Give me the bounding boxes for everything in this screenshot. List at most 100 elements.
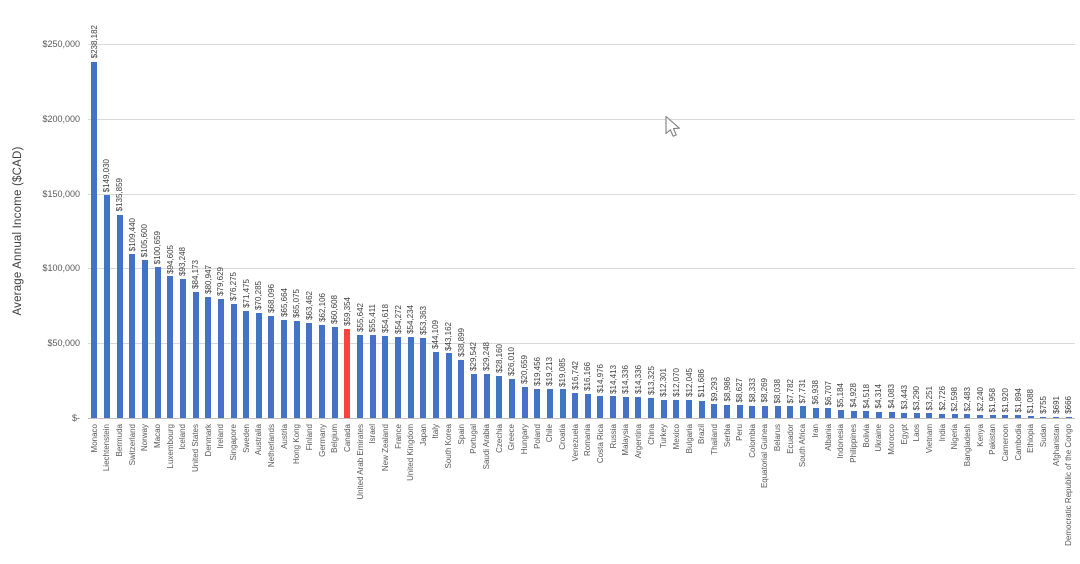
bar[interactable] — [787, 406, 794, 418]
bar[interactable] — [141, 260, 148, 418]
bar[interactable] — [736, 405, 743, 418]
bar[interactable] — [306, 323, 313, 418]
bar[interactable] — [420, 338, 427, 418]
bar[interactable] — [458, 359, 465, 418]
y-axis-tick-label: $100,000 — [42, 263, 80, 274]
bar-value-label: $59,354 — [342, 297, 352, 327]
bar[interactable] — [445, 353, 452, 418]
bar-value-label: $65,664 — [279, 287, 289, 317]
bar[interactable] — [91, 61, 98, 418]
bar[interactable] — [1040, 416, 1047, 418]
bar[interactable] — [230, 303, 237, 418]
bar[interactable] — [939, 413, 946, 418]
bar-value-label: $109,440 — [127, 217, 137, 252]
bar[interactable] — [660, 399, 667, 418]
plot-area: $238,182 $149,030 $135,859 $109,440 $105,600… — [88, 25, 1075, 546]
bar-value-label: $5,184 — [836, 382, 846, 408]
bar[interactable] — [103, 195, 110, 418]
bar[interactable] — [913, 413, 920, 418]
bar[interactable] — [154, 267, 161, 418]
x-axis-label: Mexico — [671, 424, 681, 450]
x-axis-label: Afghanistan — [1051, 424, 1061, 467]
bar[interactable] — [1065, 417, 1072, 418]
bar[interactable] — [407, 336, 414, 418]
bar-value-label: $60,608 — [330, 295, 340, 325]
bar-highlighted[interactable] — [344, 329, 351, 418]
x-axis-label: Iran — [811, 424, 821, 438]
bar[interactable] — [977, 414, 984, 418]
bar[interactable] — [319, 325, 326, 418]
bar[interactable] — [875, 411, 882, 418]
bar[interactable] — [534, 388, 541, 418]
bar-value-label: $55,411 — [368, 303, 378, 333]
bar[interactable] — [711, 404, 718, 418]
bar[interactable] — [129, 254, 136, 418]
bar-value-label: $65,075 — [292, 288, 302, 318]
bar[interactable] — [179, 278, 186, 418]
bar[interactable] — [964, 414, 971, 418]
bar[interactable] — [116, 214, 123, 418]
bar[interactable] — [1053, 416, 1060, 418]
bar[interactable] — [610, 396, 617, 418]
bar[interactable] — [546, 389, 553, 418]
bar[interactable] — [850, 410, 857, 418]
bar[interactable] — [951, 414, 958, 418]
x-axis-label: Cameroon — [1000, 424, 1010, 462]
bar[interactable] — [622, 396, 629, 418]
x-axis-label: Ukraine — [874, 424, 884, 452]
bar[interactable] — [774, 405, 781, 418]
bar[interactable] — [863, 411, 870, 418]
bar[interactable] — [382, 336, 389, 418]
bar[interactable] — [281, 319, 288, 418]
bar[interactable] — [357, 334, 364, 418]
bar[interactable] — [686, 399, 693, 418]
bar-value-label: $16,742 — [570, 361, 580, 390]
bar[interactable] — [369, 335, 376, 418]
bar[interactable] — [521, 387, 528, 418]
bar[interactable] — [255, 312, 262, 418]
bar[interactable] — [167, 276, 174, 418]
bar-value-label: $16,166 — [583, 361, 593, 391]
bar[interactable] — [1002, 415, 1009, 418]
bar[interactable] — [673, 399, 680, 418]
bar[interactable] — [395, 336, 402, 418]
bar[interactable] — [496, 375, 503, 418]
bar-value-label: $62,106 — [317, 293, 327, 323]
bar[interactable] — [799, 406, 806, 418]
bar[interactable] — [432, 352, 439, 418]
bar[interactable] — [989, 415, 996, 418]
bar[interactable] — [243, 311, 250, 418]
bar[interactable] — [837, 410, 844, 418]
bar[interactable] — [926, 413, 933, 418]
bar[interactable] — [192, 292, 199, 418]
bar[interactable] — [1027, 416, 1034, 418]
bar[interactable] — [293, 320, 300, 418]
bar[interactable] — [648, 398, 655, 418]
x-axis-label: Croatia — [558, 424, 568, 450]
bar[interactable] — [217, 298, 224, 418]
bar[interactable] — [508, 379, 515, 418]
bar[interactable] — [572, 392, 579, 418]
bar[interactable] — [470, 373, 477, 418]
bar[interactable] — [1015, 415, 1022, 418]
bar-value-label: $4,518 — [861, 383, 871, 409]
bar[interactable] — [761, 405, 768, 418]
bar[interactable] — [901, 412, 908, 418]
bar[interactable] — [724, 404, 731, 418]
bar[interactable] — [597, 395, 604, 418]
bar[interactable] — [205, 296, 212, 418]
bar[interactable] — [635, 396, 642, 418]
bar[interactable] — [749, 405, 756, 418]
x-axis-label: United Kingdom — [406, 424, 416, 481]
bar[interactable] — [268, 316, 275, 418]
bar[interactable] — [331, 327, 338, 418]
bar-value-label: $3,290 — [912, 385, 922, 411]
bar[interactable] — [698, 400, 705, 418]
bar[interactable] — [483, 374, 490, 418]
bar[interactable] — [825, 407, 832, 418]
bar[interactable] — [559, 389, 566, 418]
bar[interactable] — [888, 411, 895, 418]
bar[interactable] — [812, 407, 819, 418]
x-axis-label: Italy — [431, 424, 441, 439]
bar[interactable] — [584, 393, 591, 418]
